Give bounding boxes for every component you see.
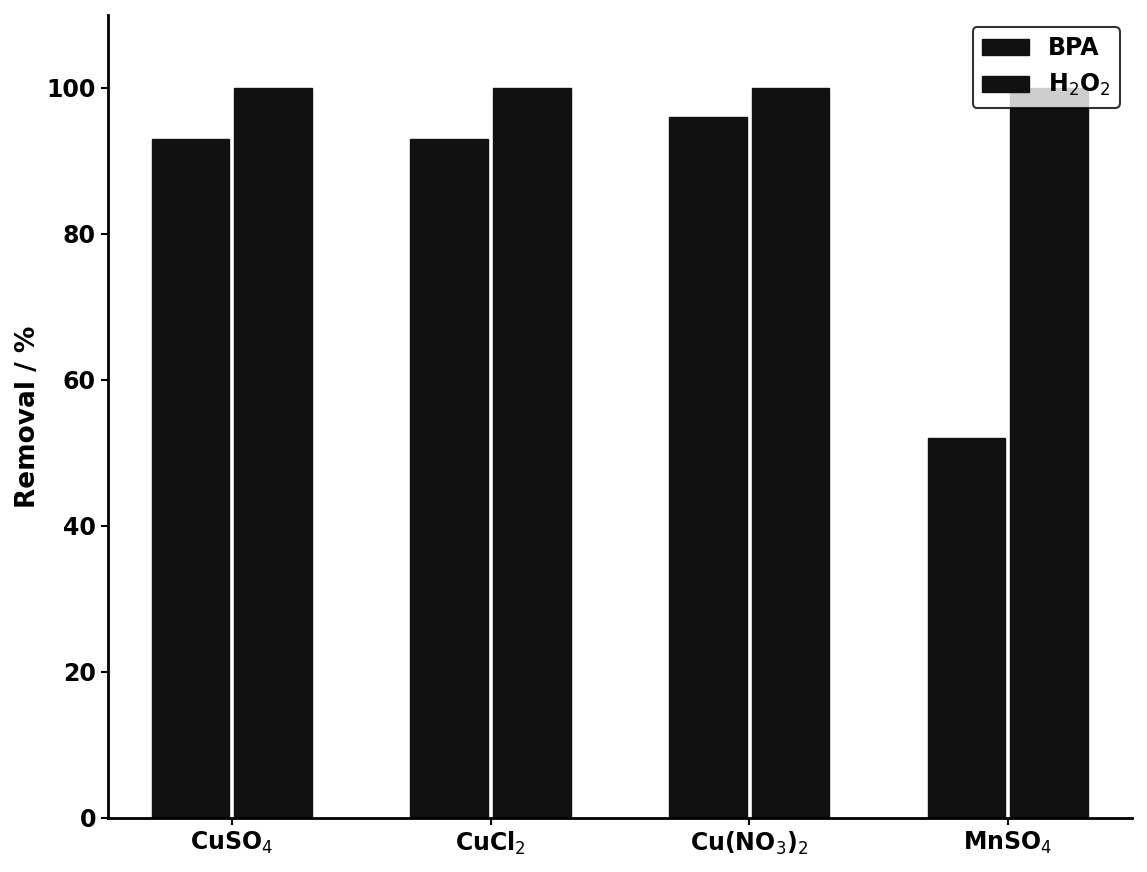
Bar bbox=[928, 439, 1005, 818]
Bar bbox=[151, 140, 229, 818]
Legend: BPA, H$_2$O$_2$: BPA, H$_2$O$_2$ bbox=[973, 27, 1121, 108]
Bar bbox=[234, 88, 312, 818]
Bar bbox=[493, 88, 571, 818]
Bar bbox=[751, 88, 829, 818]
Bar bbox=[411, 140, 487, 818]
Bar bbox=[1011, 88, 1089, 818]
Bar bbox=[669, 117, 747, 818]
Y-axis label: Removal / %: Removal / % bbox=[15, 325, 41, 508]
